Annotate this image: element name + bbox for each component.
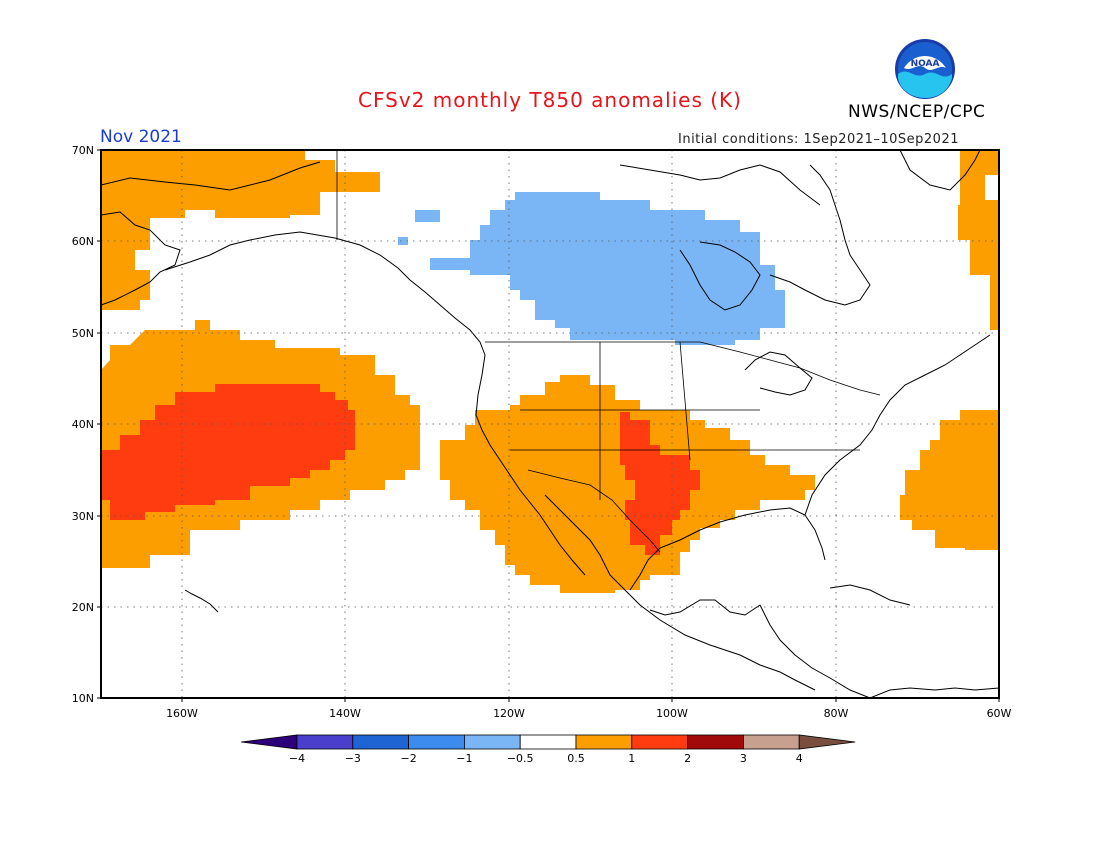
colorbar-arrow-high: [798, 734, 856, 750]
colorbar-bin: [575, 734, 633, 750]
initial-conditions: Initial conditions: 1Sep2021–10Sep2021: [678, 132, 959, 147]
coast-cuba: [829, 584, 911, 606]
lat-label: 60N: [72, 235, 94, 248]
colorbar-bin: [296, 734, 354, 750]
coast-mexico-pacific: [544, 494, 816, 691]
lon-label: 140W: [329, 707, 361, 720]
lat-label: 20N: [72, 601, 94, 614]
lon-label: 80W: [824, 707, 849, 720]
colorbar-arrow-low: [240, 734, 298, 750]
coast-alaska: [101, 211, 181, 306]
warm-region-plains-core: [620, 412, 700, 555]
lat-label: 70N: [72, 144, 94, 157]
lon-labels: 160W 140W 120W 100W 80W 60W: [166, 707, 1011, 720]
lat-label: 10N: [72, 692, 94, 705]
colorbar: −4 −3 −2 −1 −0.5 0.5 1 2 3 4: [240, 734, 856, 765]
coast-us-east: [804, 334, 991, 516]
logo-bird-icon: [904, 56, 946, 70]
lon-label: 60W: [987, 707, 1012, 720]
coastlines: [101, 150, 999, 698]
colorbar-tick-label: −0.5: [507, 752, 534, 765]
political-borders: [336, 150, 881, 553]
lon-label: 120W: [493, 707, 525, 720]
coast-labrador: [769, 164, 871, 306]
colorbar-tick-label: −3: [345, 752, 361, 765]
colorbar-tick-label: −2: [400, 752, 416, 765]
logo-text: NOAA: [911, 59, 940, 69]
axis-ticks: [97, 149, 1000, 702]
colorbar-tick-label: −1: [456, 752, 472, 765]
coast-central-america: [759, 604, 871, 698]
lat-labels: 10N 20N 30N 40N 50N 60N 70N: [72, 144, 94, 705]
anomaly-shading: [101, 150, 999, 698]
border-us-canada: [485, 341, 881, 396]
lon-label: 100W: [656, 707, 688, 720]
colorbar-tick-label: 0.5: [567, 752, 585, 765]
warm-region-greenland: [958, 150, 999, 330]
coast-baja: [527, 499, 586, 576]
lat-label: 30N: [72, 510, 94, 523]
colorbar-tick-label: 2: [684, 752, 691, 765]
coast-arctic-islands: [619, 164, 821, 206]
coast-hudson-bay: [679, 241, 761, 311]
coast-us-west: [475, 354, 529, 501]
warm-region-conus: [440, 375, 815, 593]
colorbar-bin: [408, 734, 465, 750]
warm-region-atlantic: [900, 410, 999, 550]
warm-region-alaska: [101, 150, 380, 310]
colorbar-bin: [687, 734, 744, 750]
cool-spot-a: [415, 210, 440, 222]
cool-spot-b: [398, 237, 408, 245]
coast-gulf: [629, 507, 826, 591]
lat-label: 40N: [72, 418, 94, 431]
colorbar-tick-label: −4: [289, 752, 305, 765]
colorbar-bin: [631, 734, 688, 750]
coast-arctic: [101, 161, 321, 191]
cool-region-canada: [430, 192, 785, 345]
lat-label: 50N: [72, 327, 94, 340]
coast-greenland: [899, 150, 981, 191]
colorbar-tick-label: 3: [740, 752, 747, 765]
border-lon-97: [679, 341, 691, 461]
coast-gulf-alaska: [164, 231, 486, 356]
coast-south-america: [869, 687, 999, 698]
coast-great-lakes: [744, 351, 813, 396]
colorbar-bin: [463, 734, 521, 750]
colorbar-bin: [519, 734, 577, 750]
warm-region-pacific-core: [101, 384, 355, 520]
colorbar-tick-label: 4: [796, 752, 803, 765]
noaa-logo: NOAA: [895, 39, 955, 99]
colorbar-bin: [352, 734, 409, 750]
lon-label: 160W: [166, 707, 198, 720]
colorbar-bin: [743, 734, 800, 750]
coast-yucatan: [649, 599, 761, 616]
graticule: [101, 150, 999, 698]
colorbar-tick-label: 1: [628, 752, 635, 765]
agency-label: NWS/NCEP/CPC: [848, 102, 986, 122]
logo-wave-icon: [898, 71, 952, 98]
border-us-mexico: [527, 469, 661, 553]
chart-title: CFSv2 monthly T850 anomalies (K): [358, 88, 742, 112]
forecast-month: Nov 2021: [100, 127, 182, 147]
